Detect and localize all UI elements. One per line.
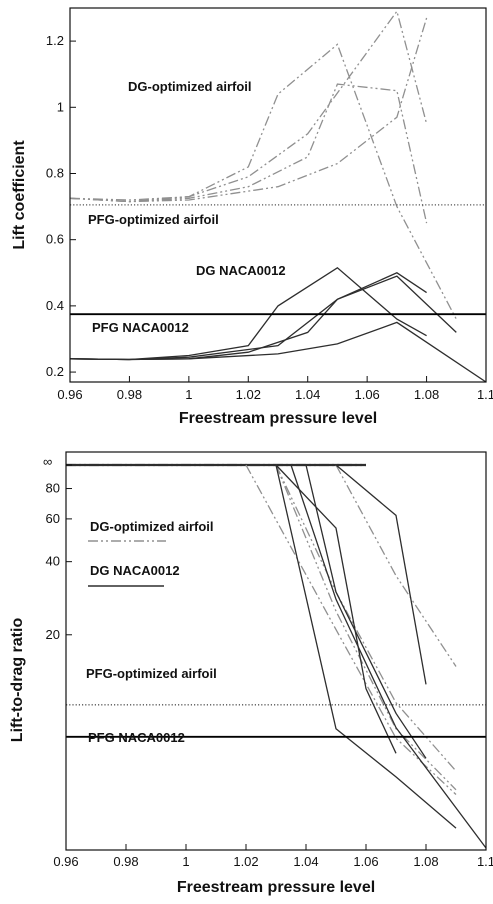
- ld-x-tick-label: 0.96: [53, 854, 78, 869]
- ld-x-tick-label: 1: [182, 854, 189, 869]
- lift-series-dg-opt-3: [69, 17, 428, 203]
- lift-series-dg-opt-0: [69, 43, 457, 320]
- lift-y-tick-label: 0.6: [46, 232, 64, 247]
- ld-y-tick-label: 80: [46, 481, 60, 496]
- ld-series-dg-opt-3: [335, 464, 457, 667]
- ld-series-dg-naca-8: [305, 464, 427, 759]
- lift-axis-ticks: 0.96 0.98 1 1.02 1.04 1.06 1.08 1.1 0.2 0.4 0.6 0.8…: [46, 33, 493, 402]
- lift-x-axis-label: Freestream pressure level: [179, 410, 377, 427]
- dg-naca0012-annotation: DG NACA0012: [196, 263, 286, 278]
- ld-y-tick-label: 60: [46, 511, 60, 526]
- ld-x-tick-label: 1.06: [353, 854, 378, 869]
- lift-series-dg-opt-1: [69, 83, 428, 224]
- ld-y-tick-label: 20: [46, 627, 60, 642]
- lift-series-group: [69, 9, 487, 383]
- lift-x-tick-label: 1.04: [295, 387, 320, 402]
- pfg-optimized-airfoil-annotation-2: PFG-optimized airfoil: [86, 666, 217, 681]
- ld-series-dg-naca-9: [335, 464, 427, 685]
- ld-plot-frame: [65, 451, 487, 851]
- ld-series-dg-naca-7: [290, 464, 487, 849]
- lift-y-tick-label: 0.8: [46, 165, 64, 180]
- lift-plot-frame: [69, 7, 487, 383]
- ld-x-tick-label: 1.1: [477, 854, 493, 869]
- lift-coefficient-chart: 0.96 0.98 1 1.02 1.04 1.06 1.08 1.1 0.2 0.4 0.6 0.8…: [11, 7, 493, 427]
- ld-series-dg-naca-6: [275, 464, 397, 754]
- ld-series-dg-opt-1: [275, 464, 457, 772]
- lift-x-tick-label: 0.98: [117, 387, 142, 402]
- lift-x-tick-label: 1.06: [354, 387, 379, 402]
- ld-series-dg-naca-5: [275, 464, 457, 829]
- lift-y-tick-label: 1.2: [46, 33, 64, 48]
- ld-x-axis-label: Freestream pressure level: [177, 879, 375, 896]
- lift-x-tick-label: 0.96: [57, 387, 82, 402]
- ld-x-tick-label: 0.98: [113, 854, 138, 869]
- pfg-naca0012-annotation: PFG NACA0012: [92, 320, 189, 335]
- legend-dg-naca0012-label: DG NACA0012: [90, 563, 180, 578]
- lift-series-dg-naca-8: [69, 321, 487, 383]
- ld-y-tick-label: 40: [46, 554, 60, 569]
- lift-y-tick-label: 0.4: [46, 298, 64, 313]
- ld-y-axis-label: Lift-to-drag ratio: [9, 618, 26, 743]
- lift-x-tick-label: 1.1: [477, 387, 493, 402]
- ld-x-tick-label: 1.08: [413, 854, 438, 869]
- lift-y-tick-label: 1: [57, 99, 64, 114]
- ld-x-tick-label: 1.04: [293, 854, 318, 869]
- dg-optimized-airfoil-annotation: DG-optimized airfoil: [128, 79, 252, 94]
- lift-x-tick-label: 1.08: [414, 387, 439, 402]
- ld-axis-ticks: 0.96 0.98 1 1.02 1.04 1.06 1.08 1.1 20 40 60 80: [46, 464, 493, 869]
- lift-x-tick-label: 1.02: [236, 387, 261, 402]
- pfg-optimized-airfoil-annotation: PFG-optimized airfoil: [88, 212, 219, 227]
- ld-series-group: [66, 463, 487, 849]
- pfg-naca0012-annotation-2: PFG NACA0012: [88, 730, 185, 745]
- lift-y-axis-label: Lift coefficient: [11, 140, 28, 250]
- lift-x-tick-label: 1: [185, 387, 192, 402]
- ld-series-dg-opt-0: [245, 464, 457, 795]
- ld-x-tick-label: 1.02: [233, 854, 258, 869]
- lift-to-drag-chart: 0.96 0.98 1 1.02 1.04 1.06 1.08 1.1 20 40 60 80 ∞ D…: [9, 451, 493, 896]
- legend-dg-optimized-label: DG-optimized airfoil: [90, 519, 214, 534]
- infinity-tick-label: ∞: [43, 454, 52, 469]
- lift-y-tick-label: 0.2: [46, 364, 64, 379]
- lift-series-dg-opt-2: [69, 9, 428, 203]
